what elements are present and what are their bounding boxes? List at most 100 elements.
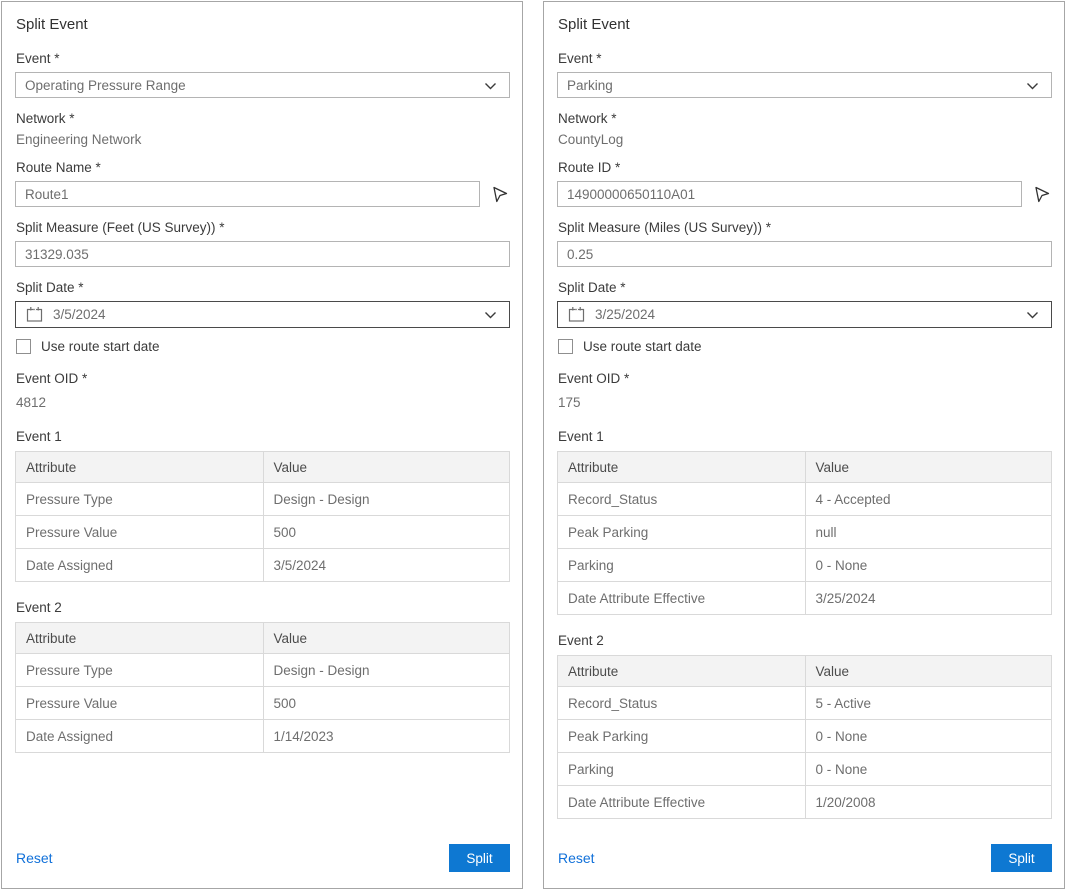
route-name-input[interactable] [15,181,480,207]
value-cell: 4 - Accepted [804,483,1052,515]
table-row: Date Attribute Effective 3/25/2024 [558,581,1051,614]
table-row: Parking 0 - None [558,752,1051,785]
calendar-icon [567,305,586,324]
event-select[interactable]: Operating Pressure Range [15,72,510,98]
split-measure-input[interactable] [15,241,510,267]
event-2-table: Attribute Value Record_Status 5 - Active… [557,655,1052,819]
value-cell: 3/5/2024 [262,549,510,581]
split-button[interactable]: Split [449,844,510,872]
event-1-title: Event 1 [558,429,604,444]
event-select-value: Operating Pressure Range [25,77,186,93]
table-header-row: Attribute Value [16,623,509,653]
event-label: Event * [16,51,60,66]
event-field: Event * Operating Pressure Range [15,51,510,98]
value-cell: Design - Design [262,654,510,686]
split-measure-label: Split Measure (Miles (US Survey)) * [558,220,772,235]
event-select[interactable]: Parking [557,72,1052,98]
value-cell: 500 [262,516,510,548]
table-row: Peak Parking 0 - None [558,719,1051,752]
value-cell: 1/20/2008 [804,786,1052,818]
chevron-down-icon [481,305,500,324]
split-measure-field: Split Measure (Miles (US Survey)) * [557,220,1052,267]
split-measure-field: Split Measure (Feet (US Survey)) * [15,220,510,267]
calendar-icon [25,305,44,324]
split-measure-label: Split Measure (Feet (US Survey)) * [16,220,225,235]
attribute-header: Attribute [26,459,77,475]
network-label: Network * [16,111,75,126]
attribute-cell: Record_Status [568,695,658,711]
event-1-table: Attribute Value Record_Status 4 - Accept… [557,451,1052,615]
reset-button[interactable]: Reset [558,850,595,866]
split-date-field: Split Date * 3/25/2024 [557,280,1052,328]
event-2-title: Event 2 [16,600,62,615]
panel-footer: Reset Split [15,844,510,878]
table-row: Pressure Value 500 [16,686,509,719]
attribute-cell: Peak Parking [568,728,649,744]
table-row: Date Attribute Effective 1/20/2008 [558,785,1051,818]
page-title: Split Event [558,16,630,33]
attribute-cell: Parking [568,557,614,573]
split-measure-input[interactable] [557,241,1052,267]
attribute-cell: Pressure Value [26,524,118,540]
table-row: Peak Parking null [558,515,1051,548]
value-cell: Design - Design [262,483,510,515]
map-pointer-icon[interactable] [1032,184,1052,204]
network-field: Network * Engineering Network [15,111,510,147]
chevron-down-icon [481,76,500,95]
attribute-cell: Pressure Type [26,491,113,507]
event-2-section: Event 2 Attribute Value Record_Status 5 … [557,633,1052,837]
value-cell: null [804,516,1052,548]
attribute-cell: Date Attribute Effective [568,590,706,606]
use-route-start-date-checkbox[interactable] [558,339,573,354]
split-date-picker[interactable]: 3/25/2024 [557,301,1052,328]
event-oid-value: 4812 [16,395,47,410]
route-id-label: Route ID * [558,160,621,175]
route-field: Route Name * [15,160,510,207]
network-value: Engineering Network [16,132,142,147]
event-1-section: Event 1 Attribute Value Pressure Type De… [15,429,510,600]
table-row: Pressure Type Design - Design [16,653,509,686]
attribute-cell: Parking [568,761,614,777]
attribute-header: Attribute [568,459,619,475]
table-row: Record_Status 4 - Accepted [558,482,1051,515]
event-oid-value: 175 [558,395,581,410]
page-title: Split Event [16,16,88,33]
split-event-panel-right: Split Event Event * Parking Network * Co… [543,1,1065,889]
chevron-down-icon [1023,76,1042,95]
split-date-picker[interactable]: 3/5/2024 [15,301,510,328]
network-label: Network * [558,111,617,126]
use-route-start-date-checkbox[interactable] [16,339,31,354]
event-2-table: Attribute Value Pressure Type Design - D… [15,622,510,753]
use-route-start-date-row: Use route start date [16,339,510,354]
event-1-section: Event 1 Attribute Value Record_Status 4 … [557,429,1052,633]
event-2-section: Event 2 Attribute Value Pressure Type De… [15,600,510,771]
value-cell: 0 - None [804,549,1052,581]
split-button[interactable]: Split [991,844,1052,872]
event-label: Event * [558,51,602,66]
value-cell: 500 [262,687,510,719]
split-date-label: Split Date * [558,280,626,295]
value-header: Value [804,656,1052,686]
event-select-value: Parking [567,77,613,93]
value-header: Value [262,623,510,653]
split-date-label: Split Date * [16,280,84,295]
use-route-start-date-label: Use route start date [583,339,702,354]
event-oid-label: Event OID * [558,371,630,386]
value-cell: 1/14/2023 [262,720,510,752]
attribute-header: Attribute [26,630,77,646]
split-date-value: 3/25/2024 [595,307,656,322]
reset-button[interactable]: Reset [16,850,53,866]
table-row: Date Assigned 3/5/2024 [16,548,509,581]
attribute-cell: Date Attribute Effective [568,794,706,810]
map-pointer-icon[interactable] [490,184,510,204]
route-name-label: Route Name * [16,160,101,175]
route-id-input[interactable] [557,181,1022,207]
attribute-cell: Date Assigned [26,728,114,744]
value-header: Value [262,452,510,482]
chevron-down-icon [1023,305,1042,324]
value-header: Value [804,452,1052,482]
attribute-cell: Pressure Value [26,695,118,711]
event-1-title: Event 1 [16,429,62,444]
attribute-cell: Peak Parking [568,524,649,540]
